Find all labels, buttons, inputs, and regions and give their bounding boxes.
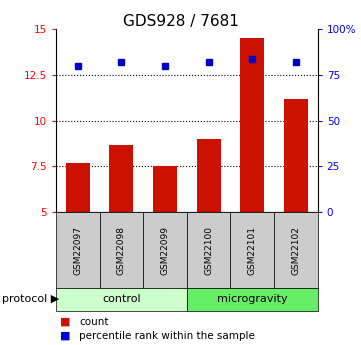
- Text: GSM22100: GSM22100: [204, 226, 213, 275]
- Text: GDS928 / 7681: GDS928 / 7681: [123, 14, 238, 29]
- Text: GSM22101: GSM22101: [248, 226, 257, 275]
- Text: protocol ▶: protocol ▶: [2, 294, 59, 304]
- Text: control: control: [102, 294, 141, 304]
- Bar: [230, 212, 274, 288]
- Text: GSM22099: GSM22099: [161, 226, 170, 275]
- Bar: [109, 145, 133, 212]
- Text: GSM22102: GSM22102: [291, 226, 300, 275]
- Bar: [66, 163, 90, 212]
- Text: ■: ■: [60, 317, 70, 327]
- Bar: [197, 139, 221, 212]
- Bar: [143, 212, 187, 288]
- Text: GSM22098: GSM22098: [117, 226, 126, 275]
- Bar: [56, 212, 100, 288]
- Bar: [153, 166, 177, 212]
- Bar: [187, 288, 318, 310]
- Bar: [187, 212, 230, 288]
- Bar: [56, 288, 187, 310]
- Text: count: count: [79, 317, 109, 327]
- Text: GSM22097: GSM22097: [73, 226, 82, 275]
- Text: microgravity: microgravity: [217, 294, 288, 304]
- Text: percentile rank within the sample: percentile rank within the sample: [79, 331, 255, 341]
- Text: ■: ■: [60, 331, 70, 341]
- Bar: [100, 212, 143, 288]
- Bar: [284, 99, 308, 212]
- Bar: [240, 38, 264, 212]
- Bar: [274, 212, 318, 288]
